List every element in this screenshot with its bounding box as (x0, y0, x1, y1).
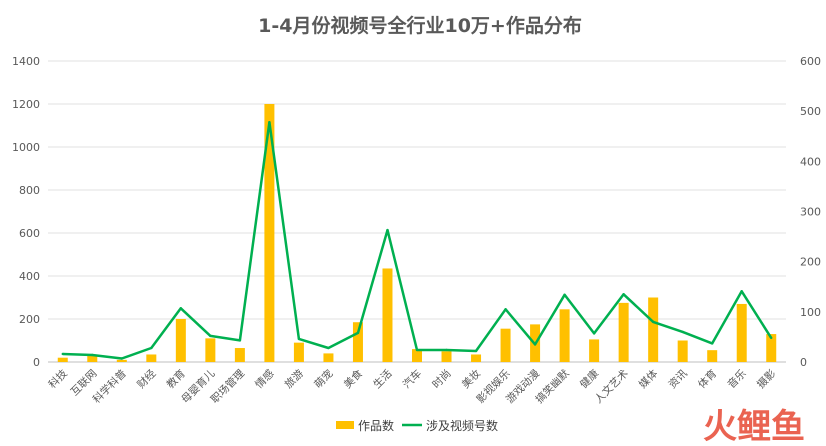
line-series (61, 120, 773, 360)
bar (766, 334, 777, 362)
line-point (740, 290, 743, 293)
category-label: 音乐 (725, 367, 749, 391)
category-label: 生活 (371, 367, 395, 391)
bar (264, 104, 275, 362)
bar (559, 309, 570, 362)
bar (323, 353, 334, 362)
category-label: 汽车 (400, 367, 424, 391)
left-tick-label: 200 (19, 313, 40, 326)
watermark-logo: 火鲤鱼 (703, 407, 805, 446)
line-point (120, 357, 124, 360)
bar (146, 354, 157, 362)
category-label: 时尚 (430, 367, 454, 391)
category-label: 科技 (46, 367, 70, 391)
category-label: 教育 (164, 367, 188, 391)
left-tick-label: 1200 (12, 98, 40, 111)
line-path (62, 120, 773, 360)
line-point (150, 346, 153, 350)
line-point (681, 330, 684, 334)
category-label: 摄影 (754, 367, 778, 391)
line-point (622, 293, 625, 296)
line-point (61, 352, 64, 356)
line-point (356, 331, 360, 335)
line-point (268, 121, 271, 124)
line-point (386, 228, 389, 232)
line-point (91, 353, 94, 357)
category-label: 职场管理 (208, 367, 247, 406)
left-tick-label: 0 (33, 356, 40, 369)
line-point (238, 339, 242, 342)
legend-label-bar: 作品数 (358, 418, 394, 433)
bar (57, 357, 68, 362)
right-tick-label: 0 (800, 356, 807, 369)
category-label: 美妆 (459, 367, 483, 391)
bar (500, 328, 511, 362)
left-tick-label: 800 (19, 184, 40, 197)
line-point (179, 307, 183, 310)
gridlines (48, 60, 786, 363)
category-label: 媒体 (636, 367, 660, 391)
category-label: 搞笑幽默 (533, 367, 572, 406)
left-tick-label: 1400 (12, 55, 40, 68)
line-point (563, 293, 566, 296)
line-point (651, 320, 655, 324)
chart-title: 1-4月份视频号全行业10万+作品分布 (258, 14, 582, 37)
category-label: 财经 (134, 367, 158, 391)
line-point (592, 332, 596, 335)
bar (234, 348, 245, 362)
bar (205, 338, 216, 362)
right-tick-label: 400 (800, 155, 821, 168)
right-tick-label: 100 (800, 306, 821, 319)
left-axis-ticks: 0 200 400 600 800 1000 1200 1400 (12, 55, 40, 369)
line-point (209, 334, 212, 338)
bar (677, 340, 688, 362)
line-point (297, 337, 301, 341)
category-label: 资讯 (666, 367, 690, 391)
right-tick-label: 600 (800, 55, 821, 68)
category-label: 情感 (252, 367, 276, 391)
left-tick-label: 1000 (12, 141, 40, 154)
bar (293, 342, 304, 362)
line-point (533, 343, 537, 346)
watermark: 火鲤鱼 (703, 407, 805, 446)
bar (589, 339, 600, 362)
bar (618, 302, 629, 362)
line-point (474, 349, 478, 353)
bar (352, 322, 363, 362)
category-label: 萌宠 (312, 367, 336, 391)
bar (441, 351, 452, 362)
line-point (770, 336, 773, 340)
line-point (711, 342, 714, 345)
line-point (327, 346, 330, 350)
right-tick-label: 200 (800, 256, 821, 269)
line-point (415, 348, 419, 352)
category-label: 健康 (577, 367, 601, 391)
right-tick-label: 300 (800, 206, 821, 219)
bar (116, 359, 127, 362)
legend: 作品数 涉及视频号数 (336, 418, 498, 433)
bar (471, 354, 482, 362)
bar (648, 297, 659, 362)
legend-label-line: 涉及视频号数 (426, 418, 498, 433)
bar (412, 349, 422, 362)
line-point (445, 348, 448, 352)
category-label: 旅游 (282, 367, 306, 391)
bar (707, 350, 718, 362)
bar (382, 268, 393, 362)
bar (87, 355, 98, 362)
right-tick-label: 500 (800, 105, 821, 118)
bar (736, 303, 747, 362)
right-axis-ticks: 0 100 200 300 400 500 600 (800, 55, 821, 369)
category-label: 体育 (695, 367, 719, 391)
left-tick-label: 600 (19, 227, 40, 240)
category-label: 人文艺术 (592, 367, 631, 406)
bar (175, 319, 186, 362)
left-tick-label: 400 (19, 270, 40, 283)
category-label: 美食 (341, 367, 365, 391)
line-point (504, 308, 507, 311)
legend-swatch-bar (336, 421, 354, 429)
